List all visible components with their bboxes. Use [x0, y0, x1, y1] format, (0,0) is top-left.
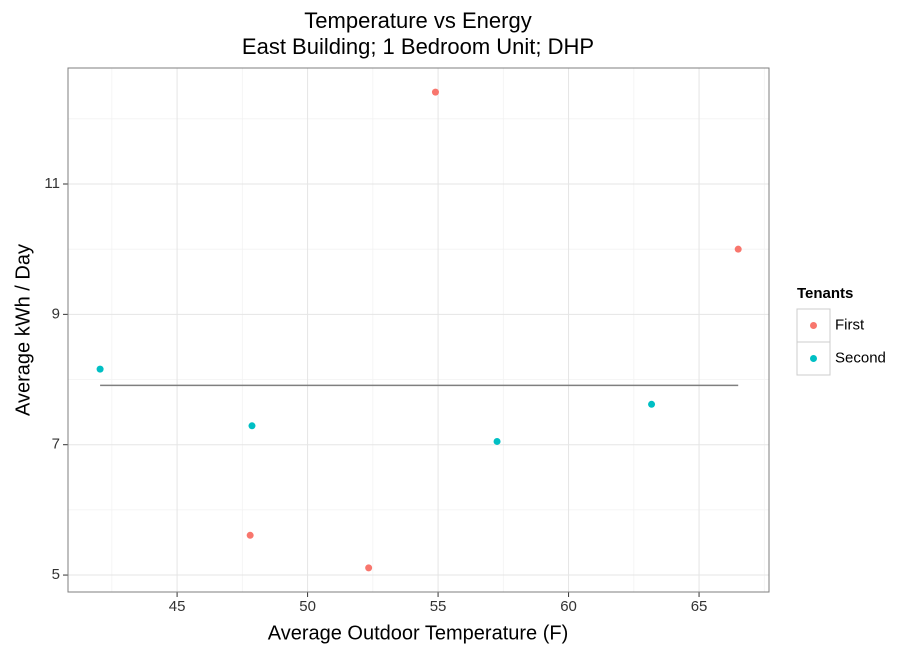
x-tick-label: 50	[299, 598, 316, 615]
point	[96, 365, 104, 373]
point	[246, 531, 254, 539]
point	[431, 88, 439, 96]
y-tick-label: 9	[52, 305, 60, 322]
y-tick-label: 7	[52, 436, 60, 453]
x-tick-label: 60	[560, 598, 577, 615]
chart-subtitle: East Building; 1 Bedroom Unit; DHP	[242, 34, 594, 59]
plot-background	[68, 68, 769, 592]
legend-marker	[810, 355, 817, 362]
x-tick-label: 45	[169, 598, 186, 615]
x-tick-label: 65	[691, 598, 708, 615]
x-axis-label: Average Outdoor Temperature (F)	[268, 622, 569, 644]
point	[365, 564, 373, 572]
plot-border	[67, 67, 770, 593]
legend-label: Second	[835, 349, 886, 366]
y-tick-label: 11	[44, 175, 60, 192]
legend-marker	[810, 322, 817, 329]
legend-title: Tenants	[797, 285, 853, 302]
x-tick-label: 55	[430, 598, 447, 615]
point	[648, 400, 656, 408]
legend-key	[796, 308, 831, 343]
point	[248, 422, 256, 430]
y-tick-label: 5	[52, 566, 60, 583]
chart-title: Temperature vs Energy	[304, 8, 531, 33]
y-axis-label: Average kWh / Day	[12, 244, 34, 416]
point	[493, 437, 501, 445]
legend-label: First	[835, 316, 865, 333]
point	[734, 245, 742, 253]
